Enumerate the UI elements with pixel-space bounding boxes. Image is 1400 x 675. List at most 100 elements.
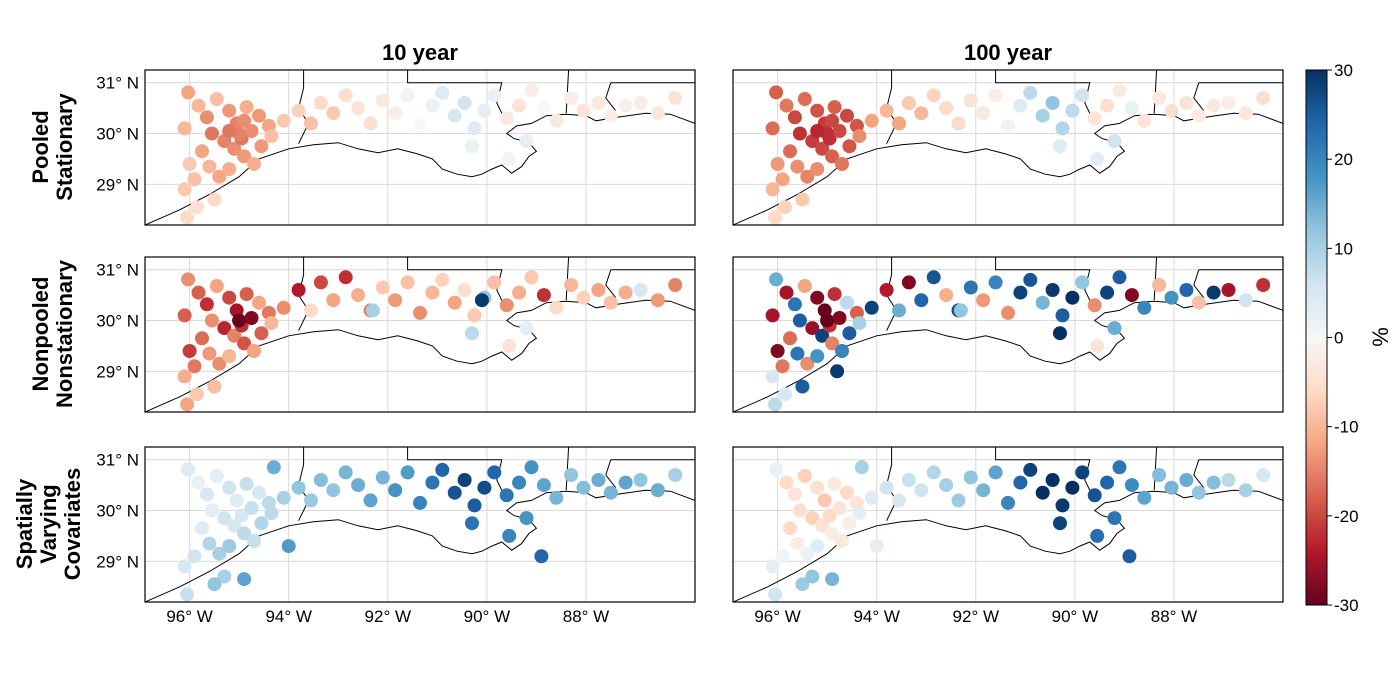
x-tick-label: 94° W bbox=[853, 607, 899, 626]
station-point bbox=[254, 326, 269, 341]
station-point bbox=[1035, 295, 1050, 310]
panel-frame bbox=[144, 446, 696, 603]
station-points bbox=[177, 83, 683, 225]
station-point bbox=[239, 100, 254, 115]
station-point bbox=[435, 462, 450, 477]
station-point bbox=[618, 285, 633, 300]
station-point bbox=[1100, 285, 1115, 300]
station-point bbox=[864, 300, 879, 315]
station-point bbox=[177, 121, 192, 136]
station-point bbox=[822, 508, 837, 523]
station-point bbox=[1191, 485, 1206, 500]
station-point bbox=[1137, 490, 1152, 505]
panel-frame bbox=[144, 69, 696, 226]
station-point bbox=[181, 462, 196, 477]
y-tick-label: 29° N bbox=[96, 552, 139, 571]
station-point bbox=[187, 359, 202, 374]
station-point bbox=[467, 121, 482, 136]
station-point bbox=[775, 549, 790, 564]
station-points bbox=[177, 270, 683, 412]
station-point bbox=[768, 397, 783, 412]
row-title-line: Varying bbox=[36, 484, 61, 563]
station-point bbox=[926, 88, 941, 103]
station-point bbox=[810, 539, 825, 554]
colorbar-ticks: 30 20 10 0 -10 -20 -30 bbox=[1327, 61, 1359, 615]
coastline bbox=[733, 70, 1283, 225]
station-point bbox=[810, 480, 825, 495]
station-point bbox=[603, 485, 618, 500]
station-point bbox=[499, 488, 514, 503]
station-point bbox=[939, 478, 954, 493]
coastline bbox=[145, 70, 695, 225]
station-point bbox=[854, 460, 869, 475]
station-point bbox=[1053, 139, 1067, 154]
station-point bbox=[266, 460, 281, 475]
gridlines bbox=[733, 447, 1283, 602]
station-point bbox=[564, 278, 579, 292]
row-title-pooled-stationary: Pooled Stationary bbox=[28, 92, 77, 200]
station-point bbox=[603, 295, 618, 310]
station-point bbox=[222, 480, 237, 495]
station-point bbox=[810, 290, 825, 305]
state-border-path bbox=[1193, 82, 1205, 112]
station-point bbox=[457, 283, 472, 297]
station-point bbox=[1179, 283, 1194, 297]
station-point bbox=[892, 303, 906, 318]
station-point bbox=[502, 151, 517, 166]
station-point bbox=[864, 113, 879, 128]
station-point bbox=[827, 477, 842, 492]
station-point bbox=[926, 270, 941, 285]
row-title-spatially-varying-covariates: Spatially Varying Covariates bbox=[12, 468, 85, 581]
station-point bbox=[1023, 272, 1038, 287]
station-point bbox=[825, 526, 840, 541]
station-point bbox=[1001, 495, 1015, 510]
station-point bbox=[852, 506, 867, 521]
station-point bbox=[787, 487, 802, 502]
station-point bbox=[247, 534, 261, 548]
station-point bbox=[457, 473, 472, 487]
station-point bbox=[832, 501, 847, 515]
station-point bbox=[524, 460, 539, 475]
station-point bbox=[787, 110, 802, 125]
gridlines bbox=[145, 447, 695, 602]
station-point bbox=[842, 326, 857, 341]
station-point bbox=[988, 275, 1003, 290]
station-point bbox=[775, 172, 790, 187]
station-point bbox=[963, 280, 978, 295]
map-panel-svc-100-year: 96° W 94° W 92° W 90° W 88° W bbox=[732, 446, 1284, 626]
station-point bbox=[187, 549, 202, 564]
station-point bbox=[217, 511, 232, 526]
station-point bbox=[338, 465, 353, 480]
station-point bbox=[227, 328, 242, 343]
station-point bbox=[375, 470, 390, 485]
station-point bbox=[976, 483, 991, 498]
station-point bbox=[363, 493, 378, 508]
station-point bbox=[1152, 91, 1167, 105]
station-point bbox=[852, 316, 867, 331]
station-point bbox=[765, 121, 780, 136]
station-point bbox=[1124, 101, 1139, 116]
station-point bbox=[252, 485, 266, 500]
station-point bbox=[1179, 96, 1194, 110]
station-point bbox=[217, 569, 232, 584]
state-border-path bbox=[1153, 257, 1158, 301]
station-point bbox=[769, 85, 784, 100]
station-point bbox=[797, 279, 812, 293]
station-point bbox=[1256, 278, 1271, 292]
station-point bbox=[1001, 305, 1015, 320]
station-point bbox=[835, 157, 849, 171]
y-tick-label: 30° N bbox=[96, 502, 139, 521]
station-point bbox=[180, 210, 195, 225]
coastline-path bbox=[145, 489, 695, 602]
station-point bbox=[869, 539, 884, 554]
station-point bbox=[1112, 83, 1127, 98]
station-point bbox=[1221, 96, 1236, 110]
station-point bbox=[1112, 460, 1127, 475]
station-point bbox=[447, 295, 462, 310]
station-point bbox=[650, 293, 665, 308]
map-panel-nonpooled-100-year bbox=[732, 256, 1284, 413]
station-point bbox=[830, 364, 845, 379]
station-point bbox=[576, 480, 591, 495]
station-point bbox=[810, 103, 825, 118]
station-point bbox=[1238, 483, 1253, 498]
